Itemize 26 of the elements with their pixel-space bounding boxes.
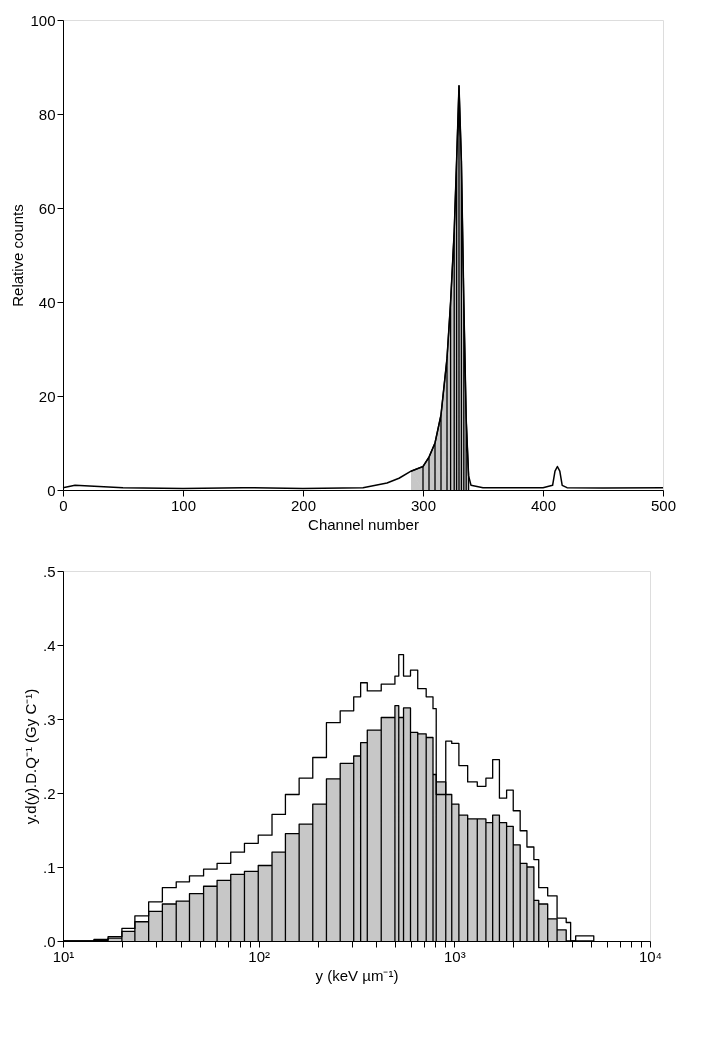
x-tick-label: 10⁴ [638, 947, 663, 965]
x-tick-label: 400 [530, 496, 557, 514]
x-tick-label: 500 [650, 496, 677, 514]
x-axis-title: y (keV µm⁻¹) [315, 966, 399, 984]
x-tick-label: 300 [410, 496, 437, 514]
y-tick-label: 60 [38, 199, 56, 217]
x-tick-label: 200 [290, 496, 317, 514]
y-tick-label: 80 [38, 105, 56, 123]
y-tick-label: 100 [30, 11, 56, 29]
x-tick-label: 100 [170, 496, 197, 514]
x-tick-label: 10¹ [52, 947, 75, 965]
y-axis-title: y.d(y).D.Q⁻¹ (Gy C⁻¹) [21, 688, 39, 825]
y-tick-label: 0 [47, 481, 56, 499]
y-tick-label: .0 [42, 932, 56, 950]
x-tick-label: 10³ [443, 947, 466, 965]
y-tick-label: .4 [42, 636, 56, 654]
y-tick-label: .2 [42, 784, 56, 802]
y-tick-label: 20 [38, 387, 56, 405]
y-tick-label: 40 [38, 293, 56, 311]
y-tick-label: .1 [42, 858, 56, 876]
y-tick-label: .5 [42, 562, 56, 580]
x-tick-label: 0 [59, 496, 68, 514]
x-axis-title: Channel number [308, 515, 419, 533]
y-axis-title: Relative counts [9, 204, 27, 307]
y-tick-label: .3 [42, 710, 56, 728]
x-tick-label: 10² [248, 947, 271, 965]
